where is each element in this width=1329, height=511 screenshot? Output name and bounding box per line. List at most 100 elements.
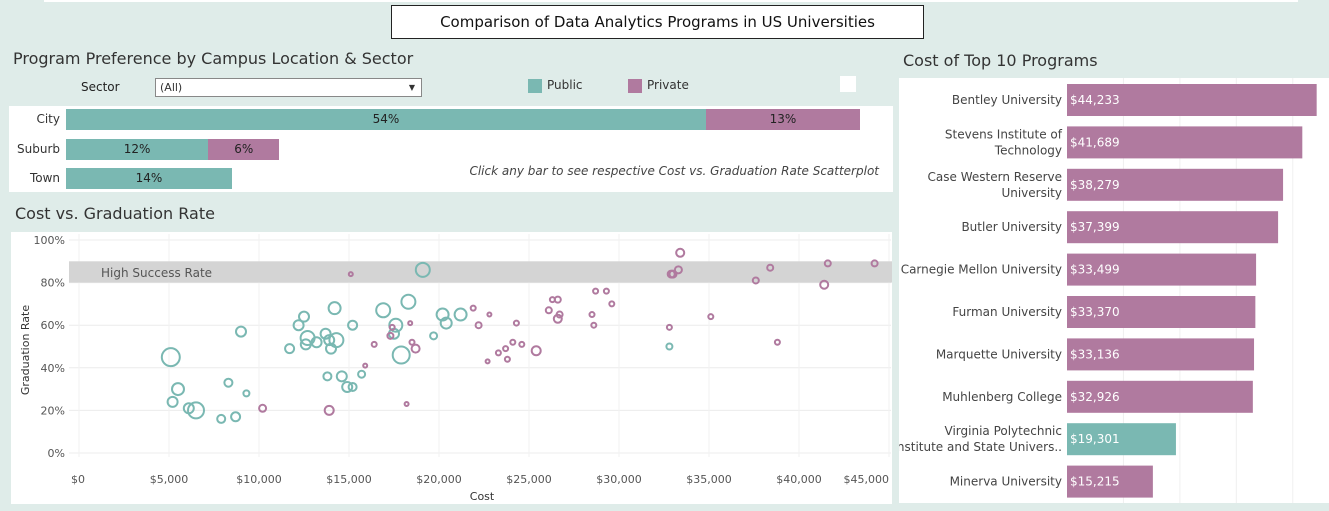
scatter-point-private[interactable] (552, 313, 563, 324)
x-tick-label: $10,000 (236, 473, 282, 486)
scatter-point-public[interactable] (319, 327, 332, 340)
scatter-point-private[interactable] (675, 247, 686, 258)
scatter-point-private[interactable] (588, 311, 596, 319)
cost-bar[interactable] (1067, 168, 1284, 201)
cost-bar[interactable] (1067, 253, 1257, 286)
scatter-point-public[interactable] (292, 319, 305, 332)
scatter-point-private[interactable] (388, 323, 396, 331)
scatter-point-public[interactable] (328, 332, 345, 349)
scatter-point-public[interactable] (347, 381, 358, 392)
scatter-point-public[interactable] (391, 345, 411, 365)
scatter-point-private[interactable] (494, 349, 502, 357)
scatter-point-private[interactable] (362, 362, 369, 369)
x-tick-label: $25,000 (506, 473, 552, 486)
scatter-point-public[interactable] (242, 389, 251, 398)
scatter-point-private[interactable] (819, 279, 830, 290)
sector-filter-dropdown[interactable]: (All) ▼ (155, 78, 422, 97)
scatter-point-private[interactable] (751, 276, 760, 285)
scatter-point-private[interactable] (370, 340, 378, 348)
scatter-point-private[interactable] (502, 345, 510, 353)
scatter-point-private[interactable] (673, 265, 683, 275)
scatter-point-public[interactable] (235, 325, 247, 338)
scatter-point-private[interactable] (870, 259, 879, 268)
scatter-point-public[interactable] (400, 293, 417, 310)
scatter-point-private[interactable] (474, 321, 483, 330)
scatter-point-public[interactable] (187, 401, 205, 420)
scatter-point-private[interactable] (486, 311, 493, 318)
scatter-point-public[interactable] (327, 301, 342, 316)
cost-bar[interactable] (1067, 84, 1317, 116)
scatter-point-private[interactable] (403, 401, 410, 408)
cost-bar[interactable] (1067, 423, 1176, 456)
scatter-point-private[interactable] (469, 304, 477, 312)
preference-bar-public[interactable]: 12% (66, 139, 209, 160)
preference-bar-private[interactable]: 13% (705, 109, 860, 130)
scatter-point-public[interactable] (323, 334, 336, 347)
scatter-point-public[interactable] (435, 307, 450, 322)
scatter-point-private[interactable] (503, 355, 511, 363)
scatter-point-public[interactable] (171, 382, 185, 397)
scatter-point-public[interactable] (223, 377, 234, 388)
scatter-point-private[interactable] (484, 358, 491, 365)
cost-bar[interactable] (1067, 338, 1255, 371)
preference-row-label: Town (29, 171, 60, 185)
scatter-point-public[interactable] (388, 317, 404, 333)
scatter-point-private[interactable] (347, 271, 354, 278)
scatter-point-private[interactable] (555, 310, 564, 319)
scatter-point-public[interactable] (216, 413, 227, 424)
scatter-chart-panel: High Success Rate 0% 20% 40% 60% 80% 100% $0 $5,… (11, 232, 893, 504)
scatter-point-private[interactable] (668, 269, 678, 279)
scatter-point-private[interactable] (608, 300, 616, 308)
scatter-point-private[interactable] (509, 338, 517, 346)
cost-bar-label: University (1001, 186, 1062, 200)
cost-bar[interactable] (1067, 380, 1253, 413)
cost-bar-label: Carnegie Mellon University (901, 263, 1062, 277)
scatter-point-public[interactable] (310, 336, 323, 349)
scatter-point-private[interactable] (553, 295, 562, 304)
scatter-point-public[interactable] (335, 370, 348, 383)
cost-bar[interactable] (1067, 126, 1303, 159)
scatter-point-private[interactable] (410, 343, 421, 354)
cost-bar[interactable] (1067, 211, 1279, 244)
scatter-point-public[interactable] (284, 343, 296, 355)
scatter-point-public[interactable] (453, 307, 468, 322)
scatter-point-private[interactable] (592, 287, 600, 295)
scatter-point-private[interactable] (518, 340, 526, 348)
scatter-point-public[interactable] (375, 302, 392, 319)
scatter-point-private[interactable] (407, 320, 414, 327)
cost-bar[interactable] (1067, 296, 1256, 328)
scatter-point-private[interactable] (707, 313, 715, 321)
legend-public[interactable]: Public (528, 78, 583, 94)
scatter-point-private[interactable] (665, 323, 673, 331)
scatter-point-private[interactable] (323, 404, 335, 416)
cost-bar[interactable] (1067, 465, 1153, 498)
scatter-point-private[interactable] (408, 338, 416, 346)
scatter-point-public[interactable] (298, 310, 310, 323)
scatter-point-public[interactable] (341, 380, 354, 393)
cost-bar-label: Furman University (952, 305, 1062, 319)
scatter-point-private[interactable] (773, 338, 781, 346)
scatter-point-public[interactable] (429, 331, 439, 341)
scatter-point-private[interactable] (386, 331, 395, 340)
scatter-point-private[interactable] (590, 321, 598, 329)
scatter-point-public[interactable] (665, 342, 674, 351)
scatter-point-public[interactable] (439, 316, 453, 330)
scatter-point-private[interactable] (544, 306, 553, 315)
scatter-point-public[interactable] (357, 369, 367, 379)
scatter-point-private[interactable] (258, 403, 268, 413)
preference-bar-private[interactable]: 6% (208, 139, 280, 160)
scatter-point-private[interactable] (530, 345, 542, 357)
preference-bar-public[interactable]: 54% (66, 109, 706, 130)
scatter-point-private[interactable] (823, 259, 832, 268)
scatter-point-public[interactable] (414, 261, 431, 278)
scatter-point-public[interactable] (230, 411, 242, 423)
preference-bar-public[interactable]: 14% (66, 168, 232, 189)
scatter-point-private[interactable] (512, 319, 520, 327)
scatter-point-public[interactable] (166, 395, 179, 408)
scatter-point-public[interactable] (347, 319, 359, 331)
legend-private[interactable]: Private (628, 78, 689, 94)
scatter-point-public[interactable] (322, 371, 333, 382)
scatter-point-private[interactable] (602, 287, 610, 295)
scatter-point-public[interactable] (160, 347, 181, 368)
scatter-point-private[interactable] (766, 263, 775, 272)
